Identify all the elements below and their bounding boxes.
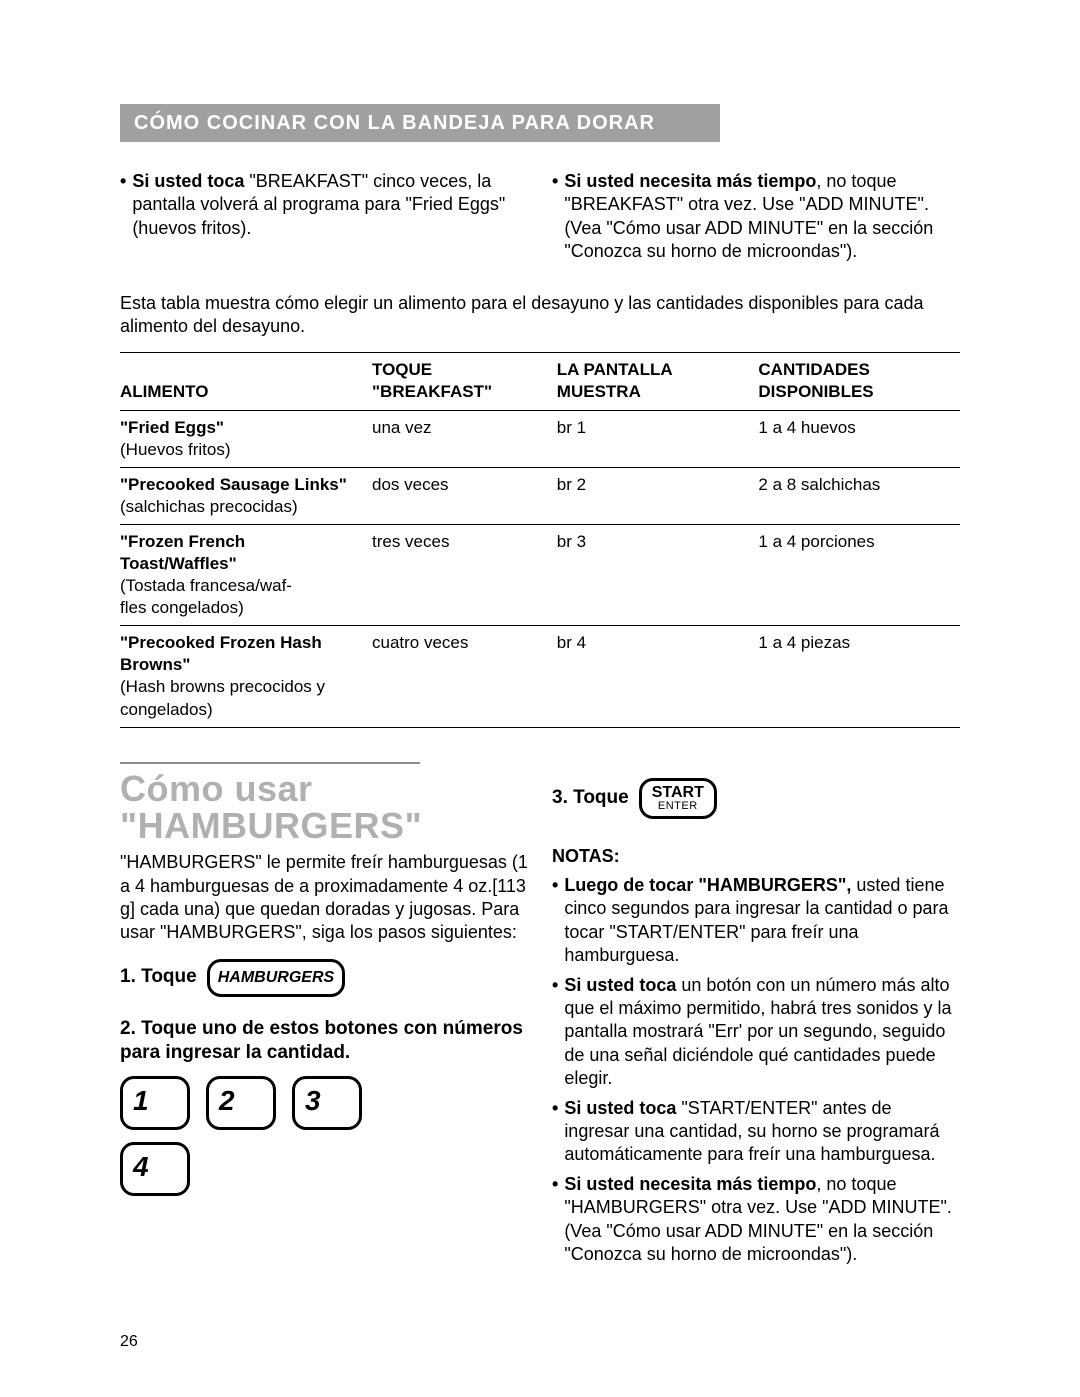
section-banner: CÓMO COCINAR CON LA BANDEJA PARA DORAR [120,104,720,142]
hamburgers-intro: "HAMBURGERS" le permite freír hambur­gue… [120,851,528,945]
table-row: "Frozen French Toast/Waffles"(Tostada fr… [120,524,960,625]
th-cantidades: CANTIDADES DISPONIBLES [758,353,960,410]
hamburgers-section: Cómo usar "HAMBURGERS" "HAMBURGERS" le p… [120,728,960,1273]
step-1: 1. Toque HAMBURGERS [120,959,528,997]
keypad-4[interactable]: 4 [120,1142,190,1196]
th-pantalla: LA PANTALLA MUESTRA [557,353,759,410]
nota-item: Si usted necesita más tiempo, no toque "… [552,1173,960,1267]
th-toque: TOQUE "BREAKFAST" [372,353,557,410]
table-row: "Precooked Frozen Hash Browns"(Hash brow… [120,626,960,727]
table-intro: Esta tabla muestra cómo elegir un alimen… [120,292,960,339]
hamburgers-button[interactable]: HAMBURGERS [207,959,345,997]
top-bullets: Si usted toca "BREAKFAST" cinco veces, l… [120,170,960,270]
bullet-more-time: Si usted necesita más tiempo, no toque "… [552,170,960,264]
keypad-3[interactable]: 3 [292,1076,362,1130]
keypad-1[interactable]: 1 [120,1076,190,1130]
bullet-breakfast-reset: Si usted toca "BREAKFAST" cinco veces, l… [120,170,528,240]
step-3: 3. Toque START ENTER [552,778,960,819]
keypad-2[interactable]: 2 [206,1076,276,1130]
table-row: "Fried Eggs"(Huevos fritos)una vezbr 11 … [120,410,960,467]
step-2: 2. Toque uno de estos botones con número… [120,1017,528,1065]
table-row: "Precooked Sausage Links"(salchichas pre… [120,467,960,524]
breakfast-table: ALIMENTO TOQUE "BREAKFAST" LA PANTALLA M… [120,352,960,727]
notas-heading: NOTAS: [552,845,960,868]
start-enter-button[interactable]: START ENTER [639,778,717,819]
nota-item: Si usted toca un botón con un número más… [552,974,960,1091]
th-alimento: ALIMENTO [120,353,372,410]
page-number: 26 [120,1332,960,1353]
section-rule [120,762,420,764]
nota-item: Luego de tocar "HAMBURGERS", usted tiene… [552,874,960,968]
notas-list: Luego de tocar "HAMBURGERS", usted tiene… [552,874,960,1266]
section-title: Cómo usar "HAMBURGERS" [120,770,528,846]
nota-item: Si usted toca "START/ENTER" antes de ing… [552,1097,960,1167]
